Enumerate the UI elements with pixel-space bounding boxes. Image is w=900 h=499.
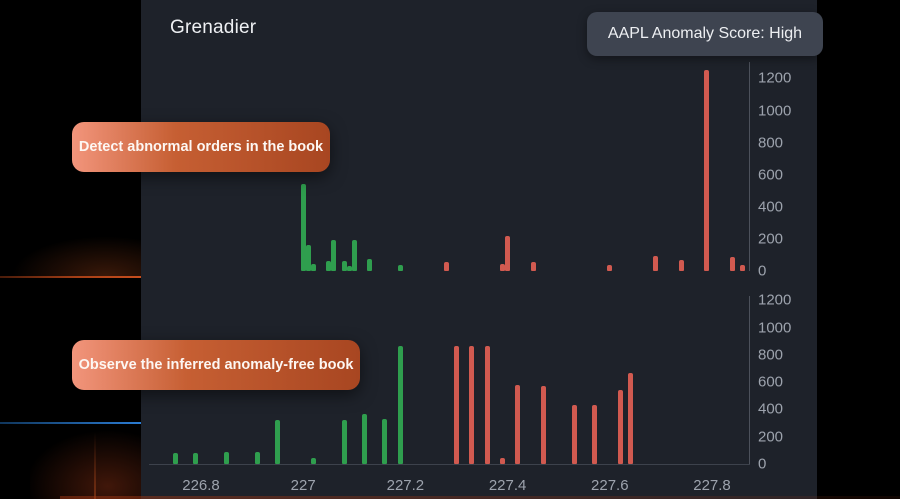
chart-anomaly-free-order-book[interactable]: 0 200 400 600 800 1000 1200: [141, 292, 817, 473]
bid-bar: [172, 453, 178, 464]
y-axis-tick-label: 400: [758, 400, 784, 418]
ask-bar: [729, 256, 735, 271]
y-axis-line: [749, 296, 750, 464]
ask-bar: [540, 386, 546, 464]
bid-bar: [367, 258, 373, 271]
bid-bar: [310, 457, 316, 464]
red-accent-vline: [94, 432, 96, 499]
ask-bar: [627, 372, 633, 464]
callout-detect-abnormal-orders: Detect abnormal orders in the book: [72, 122, 330, 172]
x-axis-tick-label: 227: [290, 477, 316, 494]
warm-glow-decoration: [30, 415, 141, 499]
x-axis: 226.8 227 227.2 227.4 227.6 227.8: [141, 477, 817, 499]
ask-bar: [607, 265, 613, 271]
ask-bar: [499, 457, 505, 464]
bid-bar: [310, 263, 316, 271]
y-axis-tick-label: 400: [758, 198, 784, 216]
y-axis-tick-label: 1000: [758, 102, 792, 119]
bid-bar: [305, 244, 311, 271]
ask-bar: [443, 262, 449, 271]
x-axis-tick-label: 227.8: [693, 477, 731, 494]
ask-bar: [515, 384, 521, 464]
y-axis-tick-label: 0: [758, 262, 767, 280]
x-axis-tick-label: 227.2: [386, 477, 425, 494]
x-axis-tick-label: 227.6: [591, 477, 629, 494]
bid-bar: [224, 451, 230, 464]
x-axis-line: [149, 464, 750, 465]
y-axis-tick-label: 0: [758, 455, 767, 473]
y-axis-tick-label: 600: [758, 166, 784, 184]
ask-bar: [740, 265, 746, 271]
bid-bar: [382, 419, 388, 464]
x-axis-tick-label: 226.8: [182, 477, 220, 494]
bid-bar: [341, 260, 347, 271]
y-axis-tick-label: 800: [758, 346, 784, 364]
bid-bar: [331, 239, 337, 271]
y-axis-tick-label: 600: [758, 373, 784, 391]
chart-order-book-with-anomalies[interactable]: 0 200 400 600 800 1000 1200: [141, 62, 817, 280]
bid-bar: [193, 453, 199, 464]
warm-glow-decoration: [0, 196, 141, 276]
anomaly-score-badge: AAPL Anomaly Score: High: [587, 12, 823, 56]
callout-observe-anomaly-free-book: Observe the inferred anomaly-free book: [72, 340, 360, 390]
y-axis-tick-label: 200: [758, 230, 784, 248]
ask-bar: [454, 346, 459, 464]
ask-bar: [499, 263, 505, 271]
ask-bar: [678, 259, 684, 271]
ask-bar: [530, 262, 536, 271]
ask-bar: [505, 235, 511, 271]
ask-bar: [469, 346, 475, 464]
x-axis-tick-label: 227.4: [488, 477, 527, 494]
bid-bar: [362, 414, 368, 464]
bid-bar: [341, 420, 347, 464]
bid-bar: [346, 266, 352, 271]
ask-bar: [571, 405, 577, 464]
ask-bar: [617, 389, 623, 464]
main-panel: Grenadier 0 200 400 600 800 1000 1200 0 200 400 6…: [141, 0, 817, 499]
ask-bar: [591, 405, 597, 464]
y-axis-tick-label: 200: [758, 428, 784, 446]
y-axis-tick-label: 1000: [758, 319, 792, 337]
bid-bar: [351, 239, 357, 271]
bid-bar: [254, 451, 260, 464]
y-axis-tick-label: 1200: [758, 291, 792, 309]
bid-bar: [326, 260, 332, 271]
bid-bar: [300, 184, 306, 271]
bid-bar: [397, 346, 403, 464]
orange-accent-line: [0, 276, 141, 278]
bid-bar: [275, 420, 281, 464]
y-axis-tick-label: 1200: [758, 69, 792, 87]
bid-bar: [397, 264, 403, 271]
y-axis-tick-label: 800: [758, 134, 784, 152]
ask-bar: [704, 70, 710, 271]
ask-bar: [484, 346, 490, 464]
y-axis-line: [749, 62, 750, 271]
blue-accent-line: [0, 422, 141, 424]
page-title: Grenadier: [170, 17, 257, 38]
ask-bar: [653, 255, 659, 271]
